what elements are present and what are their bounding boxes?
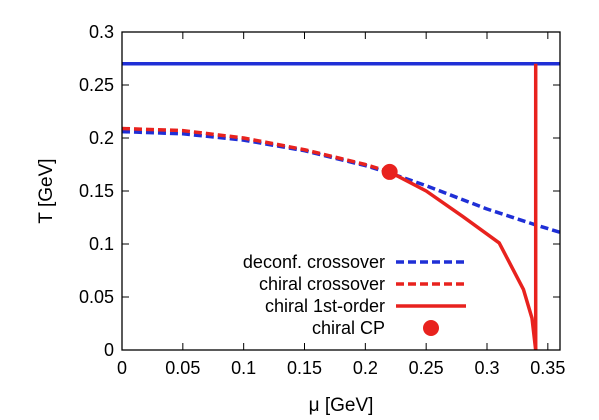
x-tick-label: 0.15: [287, 358, 322, 378]
x-tick-label: 0.3: [474, 358, 499, 378]
x-tick-label: 0: [117, 358, 127, 378]
legend-marker: [423, 320, 439, 336]
y-tick-label: 0: [104, 340, 114, 360]
critical-point-marker: [381, 163, 398, 180]
x-tick-label: 0.05: [165, 358, 200, 378]
legend-label: chiral crossover: [259, 274, 385, 294]
y-tick-label: 0.05: [79, 287, 114, 307]
y-tick-label: 0.2: [89, 128, 114, 148]
series-line-1: [122, 126, 391, 174]
legend-label: chiral CP: [312, 318, 385, 338]
x-tick-label: 0.35: [530, 358, 565, 378]
y-tick-label: 0.15: [79, 181, 114, 201]
y-tick-label: 0.1: [89, 234, 114, 254]
x-tick-label: 0.25: [409, 358, 444, 378]
plot-area: [122, 62, 560, 350]
legend-label: deconf. crossover: [243, 252, 385, 272]
y-axis-label: T [GeV]: [36, 158, 57, 223]
ticks-layer: 0 0.05 0.1 0.15 0.2 0.25 0.3 0.35 0 0.05 0.1 0.15 0.…: [79, 22, 565, 378]
y-tick-label: 0.3: [89, 22, 114, 42]
series-layer: [122, 62, 560, 350]
x-tick-label: 0.2: [353, 358, 378, 378]
legend-label: chiral 1st-order: [265, 296, 385, 316]
series-line-2: [388, 170, 538, 350]
series-line-0: [122, 129, 560, 234]
x-tick-label: 0.1: [231, 358, 256, 378]
y-tick-label: 0.25: [79, 75, 114, 95]
x-axis-label: μ [GeV]: [309, 395, 374, 416]
